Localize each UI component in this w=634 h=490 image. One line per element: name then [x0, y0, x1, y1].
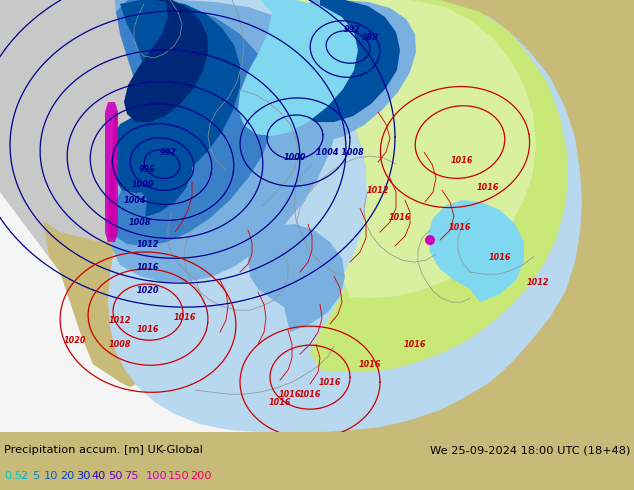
Polygon shape — [292, 0, 400, 122]
Text: 75: 75 — [124, 471, 138, 481]
Polygon shape — [124, 0, 208, 122]
Text: 2: 2 — [20, 471, 27, 481]
Text: 20: 20 — [60, 471, 74, 481]
Text: 0.5: 0.5 — [4, 471, 22, 481]
Text: 1016: 1016 — [279, 390, 301, 399]
Polygon shape — [110, 0, 340, 282]
Polygon shape — [298, 0, 536, 298]
Text: 50: 50 — [108, 471, 122, 481]
Polygon shape — [113, 117, 192, 217]
Text: 100: 100 — [146, 471, 168, 481]
Text: 1000: 1000 — [132, 179, 154, 189]
Text: 1016: 1016 — [137, 263, 159, 271]
Polygon shape — [0, 312, 300, 432]
Polygon shape — [310, 0, 568, 372]
Polygon shape — [248, 224, 345, 332]
Polygon shape — [105, 102, 118, 242]
Text: 1020: 1020 — [137, 286, 159, 294]
Text: 10: 10 — [44, 471, 58, 481]
Polygon shape — [0, 192, 140, 432]
Polygon shape — [112, 0, 275, 246]
Text: 1016: 1016 — [451, 155, 473, 165]
Circle shape — [425, 235, 435, 245]
Text: 1012: 1012 — [109, 316, 131, 325]
Polygon shape — [428, 200, 524, 302]
Text: Precipitation accum. [m] UK-Global: Precipitation accum. [m] UK-Global — [4, 445, 203, 455]
Text: 1012: 1012 — [366, 186, 389, 195]
Text: 1012: 1012 — [137, 240, 159, 248]
Polygon shape — [108, 0, 582, 432]
Text: 1016: 1016 — [269, 398, 291, 407]
Polygon shape — [115, 0, 240, 193]
Text: We 25-09-2024 18:00 UTC (18+48): We 25-09-2024 18:00 UTC (18+48) — [430, 445, 630, 455]
Text: 1016: 1016 — [404, 340, 426, 349]
Polygon shape — [275, 0, 416, 142]
Text: 1016: 1016 — [449, 222, 471, 232]
Text: 1008: 1008 — [109, 340, 131, 349]
Text: 1016: 1016 — [174, 313, 197, 321]
Text: 30: 30 — [76, 471, 91, 481]
Text: 1004: 1004 — [124, 196, 146, 205]
Text: 1000: 1000 — [284, 152, 306, 162]
Text: 150: 150 — [168, 471, 190, 481]
Text: 1016: 1016 — [299, 390, 321, 399]
Text: 1016: 1016 — [359, 360, 381, 368]
Text: 1016: 1016 — [389, 213, 411, 221]
Text: 1012: 1012 — [527, 278, 549, 287]
Text: 992: 992 — [344, 24, 361, 33]
Text: 1016: 1016 — [477, 183, 499, 192]
Polygon shape — [238, 0, 358, 136]
Text: 40: 40 — [92, 471, 107, 481]
Text: 200: 200 — [190, 471, 212, 481]
Polygon shape — [0, 252, 300, 432]
Text: 988: 988 — [361, 32, 378, 42]
Text: 1004 1008: 1004 1008 — [316, 147, 364, 157]
Text: 996: 996 — [139, 165, 155, 173]
Text: 1020: 1020 — [64, 336, 86, 344]
Text: 1016: 1016 — [489, 253, 511, 262]
Text: 1016: 1016 — [319, 378, 341, 387]
Polygon shape — [0, 0, 210, 242]
Text: 992: 992 — [160, 147, 176, 157]
Polygon shape — [0, 162, 50, 432]
Text: 5: 5 — [32, 471, 39, 481]
Text: 1016: 1016 — [137, 325, 159, 334]
Text: 1008: 1008 — [129, 218, 152, 226]
